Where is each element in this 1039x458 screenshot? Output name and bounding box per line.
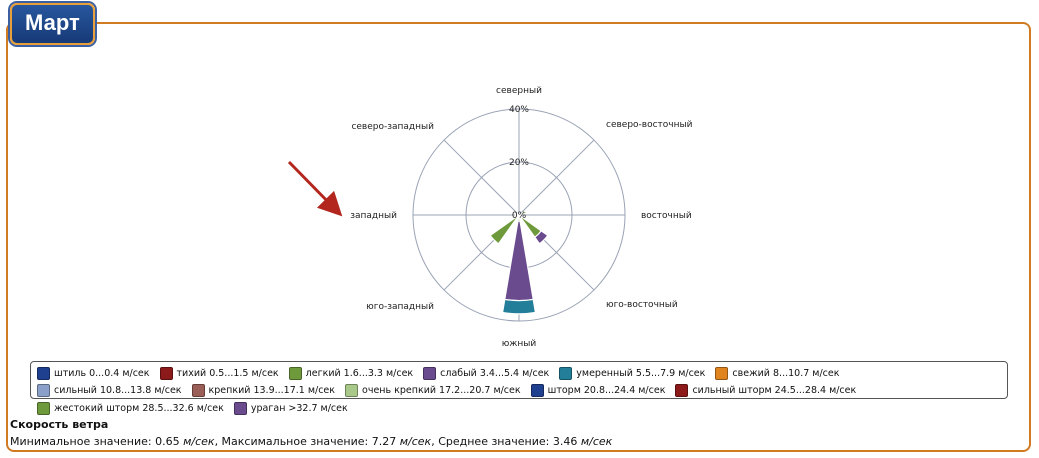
- legend-swatch: [37, 366, 50, 380]
- direction-label: юго-западный: [366, 302, 434, 312]
- min-value: 0.65: [155, 435, 180, 448]
- legend-item: шторм 20.8...24.4 м/сек: [530, 383, 666, 399]
- avg-unit: м/сек: [580, 435, 613, 448]
- chart-legend: штиль 0...0.4 м/сек тихий 0.5...1.5 м/сек…: [30, 361, 1008, 415]
- avg-value: 3.46: [552, 435, 578, 448]
- legend-label: тихий 0.5...1.5 м/сек: [176, 367, 279, 379]
- chart-sectors: [489, 210, 549, 315]
- legend-item: умеренный 5.5...7.9 м/сек: [559, 365, 705, 381]
- legend-label: жестокий шторм 28.5...32.6 м/сек: [54, 402, 224, 414]
- legend-label: слабый 3.4...5.4 м/сек: [440, 367, 550, 379]
- legend-swatch: [559, 366, 573, 380]
- wind-sector: [533, 229, 549, 245]
- legend-label: умеренный 5.5...7.9 м/сек: [576, 367, 706, 379]
- min-unit: м/сек: [183, 435, 215, 448]
- legend-label: шторм 20.8...24.4 м/сек: [547, 385, 666, 396]
- wind-sector: [519, 210, 527, 216]
- legend-item: легкий 1.6...3.3 м/сек: [288, 365, 414, 381]
- wind-speed-info: Скорость ветра Минимальное значение: 0.6…: [10, 418, 612, 448]
- legend-swatch: [191, 384, 205, 397]
- legend-item: ураган >32.7 м/сек: [233, 400, 348, 416]
- legend-item: очень крепкий 17.2...20.7 м/сек: [345, 383, 521, 399]
- max-unit: м/сек: [399, 435, 432, 448]
- info-values: Минимальное значение: 0.65 м/сек, Максим…: [10, 435, 612, 448]
- legend-swatch: [37, 384, 50, 397]
- legend-label: очень крепкий 17.2...20.7 м/сек: [362, 385, 521, 396]
- direction-label: южный: [502, 339, 537, 349]
- legend-swatch: [233, 401, 247, 415]
- legend-label: легкий 1.6...3.3 м/сек: [305, 367, 414, 379]
- legend-item: сильный шторм 24.5...28.4 м/сек: [675, 383, 856, 399]
- page-title: Март: [10, 3, 95, 45]
- max-label: , Максимальное значение:: [214, 435, 372, 448]
- avg-label: , Среднее значение:: [431, 435, 553, 448]
- radial-tick-label: 40%: [509, 105, 529, 115]
- grid-spoke: [443, 139, 520, 216]
- legend-swatch: [423, 366, 437, 380]
- legend-item: свежий 8...10.7 м/сек: [715, 365, 839, 381]
- legend-item: слабый 3.4...5.4 м/сек: [423, 365, 549, 381]
- legend-swatch: [675, 384, 689, 397]
- legend-item: сильный 10.8...13.8 м/сек: [37, 383, 182, 399]
- grid-spoke: [518, 139, 595, 216]
- legend-label: свежий 8...10.7 м/сек: [732, 367, 840, 379]
- wind-sector: [501, 298, 537, 315]
- legend-label: сильный шторм 24.5...28.4 м/сек: [692, 385, 857, 396]
- direction-label: северный: [496, 86, 542, 96]
- legend-swatch: [715, 366, 729, 380]
- direction-label: северо-восточный: [606, 120, 693, 130]
- red-arrow-icon: [287, 160, 343, 217]
- legend-label: ураган >32.7 м/сек: [250, 402, 348, 414]
- info-heading: Скорость ветра: [10, 418, 109, 431]
- content-frame: [6, 22, 1031, 452]
- legend-item: штиль 0...0.4 м/сек: [37, 365, 150, 381]
- radial-tick-label: 20%: [509, 158, 529, 168]
- legend-label: штиль 0...0.4 м/сек: [54, 367, 150, 379]
- direction-label: восточный: [641, 211, 692, 221]
- chart-labels: 0% 20% 40% северный северо-восточный восточны…: [350, 86, 692, 349]
- direction-label: западный: [350, 211, 397, 221]
- legend-swatch: [345, 384, 359, 397]
- direction-label: северо-западный: [351, 122, 434, 132]
- radial-tick-label: 0%: [512, 211, 527, 221]
- max-value: 7.27: [371, 435, 397, 448]
- direction-label: юго-восточный: [606, 300, 678, 310]
- legend-swatch: [288, 366, 302, 380]
- legend-swatch: [159, 366, 173, 380]
- legend-swatch: [37, 401, 50, 415]
- legend-item: крепкий 13.9...17.1 м/сек: [191, 383, 336, 399]
- legend-item: жестокий шторм 28.5...32.6 м/сек: [37, 400, 224, 416]
- legend-item: тихий 0.5...1.5 м/сек: [159, 365, 279, 381]
- legend-label: крепкий 13.9...17.1 м/сек: [208, 385, 336, 396]
- legend-label: сильный 10.8...13.8 м/сек: [54, 385, 182, 396]
- legend-swatch: [530, 384, 544, 397]
- min-label: Минимальное значение:: [10, 435, 156, 448]
